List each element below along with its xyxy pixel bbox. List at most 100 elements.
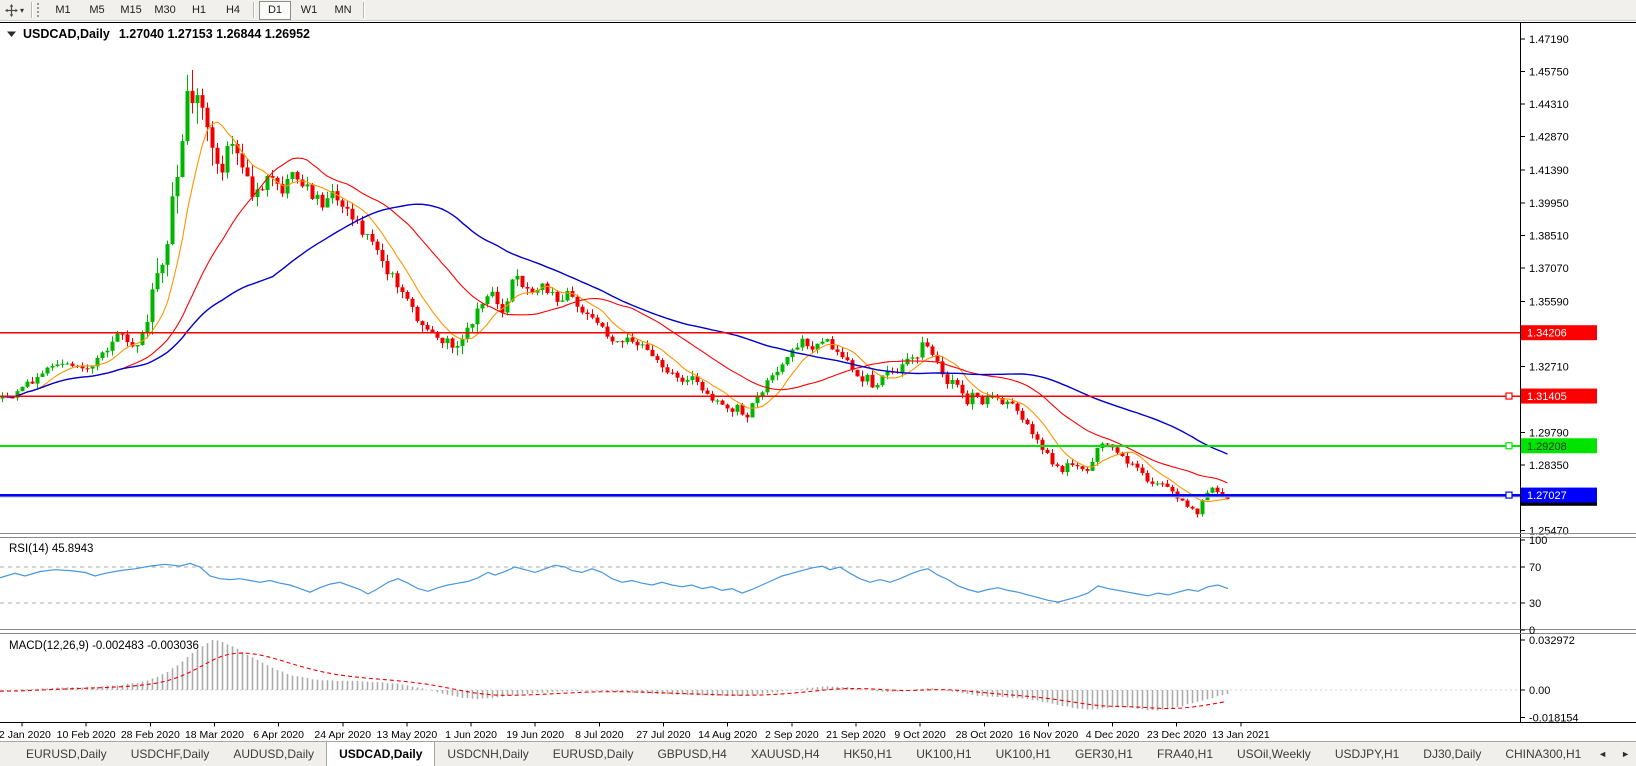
- top-toolbar: ▾ M1 M5 M15 M30 H1 H4 D1 W1 MN: [0, 0, 1636, 21]
- date-label: 24 Apr 2020: [314, 729, 371, 741]
- svg-text:1.28350: 1.28350: [1529, 460, 1569, 472]
- timeframe-button-m1[interactable]: M1: [55, 3, 71, 16]
- svg-text:1.37070: 1.37070: [1529, 263, 1569, 275]
- chart-tab-ger30-h1[interactable]: GER30,H1: [1074, 747, 1133, 761]
- timeframe-button-m30[interactable]: M30: [154, 3, 176, 16]
- ma-mid-line: [2, 157, 1228, 484]
- chart-tab-hk50-h1[interactable]: HK50,H1: [843, 747, 893, 761]
- ma-fast-line: [2, 121, 1228, 503]
- svg-text:1.47190: 1.47190: [1529, 34, 1569, 46]
- macd-label: MACD(12,26,9) -0.002483 -0.003036: [9, 640, 199, 652]
- date-label: 9 Oct 2020: [894, 729, 946, 741]
- chart-window[interactable]: 1.47190 1.45750 1.44310 1.42870 1.41390 1.399…: [0, 21, 1636, 741]
- date-label: 10 Feb 2020: [57, 729, 116, 741]
- toolbar-grip-handle[interactable]: [37, 3, 42, 17]
- rsi-line: [0, 562, 1229, 603]
- chart-tab-usdjpy-h1[interactable]: USDJPY,H1: [1334, 747, 1400, 761]
- date-label: 2 Sep 2020: [765, 729, 819, 741]
- chart-tab-xauusd-h4[interactable]: XAUUSD,H4: [750, 747, 820, 761]
- chart-tab-usdcad-daily[interactable]: USDCAD,Daily: [326, 742, 436, 766]
- svg-text:1.31405: 1.31405: [1527, 391, 1567, 403]
- svg-text:0.032972: 0.032972: [1529, 635, 1575, 647]
- chart-ohlc-values: 1.27040 1.27153 1.26844 1.26952: [119, 27, 310, 41]
- svg-text:1.29790: 1.29790: [1529, 428, 1569, 440]
- date-label: 28 Feb 2020: [121, 729, 180, 741]
- chart-tab-fra40-h1[interactable]: FRA40,H1: [1156, 747, 1214, 761]
- svg-text:1.38510: 1.38510: [1529, 230, 1569, 242]
- chart-tab-china300-h1[interactable]: CHINA300,H1: [1505, 747, 1582, 761]
- svg-text:1.34206: 1.34206: [1527, 328, 1567, 340]
- macd-pane[interactable]: 0.032972 0.00 -0.018154: [0, 635, 1579, 725]
- chart-tab-dj30-daily[interactable]: DJ30,Daily: [1423, 747, 1482, 761]
- ma-slow-line: [2, 203, 1228, 455]
- tab-scroll-buttons: ◄ ►: [1588, 742, 1636, 766]
- crosshair-move-icon[interactable]: [2, 2, 20, 18]
- svg-text:1.42870: 1.42870: [1529, 132, 1569, 144]
- svg-text:0: 0: [1529, 625, 1535, 637]
- svg-text:100: 100: [1529, 535, 1547, 547]
- chart-background: [0, 21, 1636, 741]
- timeframe-button-h4[interactable]: H4: [225, 3, 241, 16]
- rsi-pane[interactable]: 100 70 30 0: [0, 533, 1636, 638]
- moving-average-lines: [2, 121, 1228, 503]
- chart-tab-uk100-h1[interactable]: UK100,H1: [916, 747, 972, 761]
- svg-text:1.39950: 1.39950: [1529, 198, 1569, 210]
- toolbar-separator: [253, 2, 256, 18]
- hline-handle[interactable]: [1505, 491, 1513, 499]
- svg-text:1.32710: 1.32710: [1529, 362, 1569, 374]
- svg-text:30: 30: [1529, 598, 1541, 610]
- hline-handle[interactable]: [1505, 392, 1513, 400]
- svg-text:0.00: 0.00: [1529, 685, 1550, 697]
- date-label: 8 Jul 2020: [575, 729, 624, 741]
- candlestick-series[interactable]: [0, 69, 1230, 518]
- date-label: 4 Dec 2020: [1086, 729, 1140, 741]
- tab-scroll-left-icon[interactable]: ◄: [1598, 749, 1608, 759]
- chart-tab-gbpusd-h4[interactable]: GBPUSD,H4: [657, 747, 727, 761]
- rsi-label: RSI(14) 45.8943: [9, 543, 93, 555]
- timeframe-button-m5[interactable]: M5: [89, 3, 105, 16]
- toolbar-separator: [31, 2, 34, 18]
- chart-tab-usdchf-daily[interactable]: USDCHF,Daily: [130, 747, 210, 761]
- chart-tab-audusd-daily[interactable]: AUDUSD,Daily: [233, 747, 315, 761]
- chart-tab-usoil-weekly[interactable]: USOil,Weekly: [1237, 747, 1311, 761]
- date-label: 19 Jun 2020: [506, 729, 564, 741]
- timeframe-button-h1[interactable]: H1: [191, 3, 207, 16]
- macd-signal-line: [0, 652, 1225, 710]
- svg-text:70: 70: [1529, 562, 1541, 574]
- date-label: 14 Aug 2020: [698, 729, 757, 741]
- timeframe-button-w1[interactable]: W1: [300, 3, 318, 16]
- tab-scroll-right-icon[interactable]: ►: [1621, 749, 1630, 759]
- svg-text:1.35590: 1.35590: [1529, 296, 1569, 308]
- chart-tab-bar: EURUSD,Daily USDCHF,Daily AUDUSD,Daily USDC…: [0, 741, 1636, 766]
- date-label: 28 Oct 2020: [956, 729, 1013, 741]
- tool-dropdown-caret-icon[interactable]: ▾: [20, 5, 25, 15]
- time-axis[interactable]: 22 Jan 2020 10 Feb 2020 28 Feb 2020 18 Mar …: [0, 722, 1636, 742]
- chart-tab-usdcnh-daily[interactable]: USDCNH,Daily: [447, 747, 529, 761]
- chart-tab-eurusd-daily[interactable]: EURUSD,Daily: [26, 747, 107, 761]
- timeframe-button-mn[interactable]: MN: [334, 3, 352, 16]
- date-label: 6 Apr 2020: [253, 729, 304, 741]
- date-label: 21 Sep 2020: [826, 729, 886, 741]
- svg-text:1.45750: 1.45750: [1529, 67, 1569, 79]
- date-label: 13 Jan 2021: [1212, 729, 1270, 741]
- date-label: 1 Jun 2020: [445, 729, 497, 741]
- date-label: 27 Jul 2020: [636, 729, 690, 741]
- timeframe-button-d1[interactable]: D1: [259, 0, 292, 20]
- svg-text:1.29208: 1.29208: [1527, 441, 1567, 453]
- horizontal-line-objects[interactable]: [0, 331, 1520, 499]
- timeframe-button-group: M1 M5 M15 M30 H1 H4 D1 W1 MN: [46, 0, 368, 20]
- date-label: 13 May 2020: [377, 729, 438, 741]
- chart-tab-eurusd-daily[interactable]: EURUSD,Daily: [552, 747, 634, 761]
- date-label: 16 Nov 2020: [1019, 729, 1079, 741]
- svg-text:1.41390: 1.41390: [1529, 165, 1569, 177]
- svg-text:1.25470: 1.25470: [1529, 525, 1569, 537]
- svg-text:1.44310: 1.44310: [1529, 99, 1569, 111]
- chart-tab-uk100-h1[interactable]: UK100,H1: [995, 747, 1051, 761]
- chart-title-caret-icon[interactable]: [7, 31, 16, 38]
- svg-text:-0.018154: -0.018154: [1529, 713, 1579, 725]
- timeframe-button-m15[interactable]: M15: [120, 3, 142, 16]
- chart-symbol-label: USDCAD,Daily: [23, 27, 110, 41]
- hline-handle[interactable]: [1505, 442, 1513, 450]
